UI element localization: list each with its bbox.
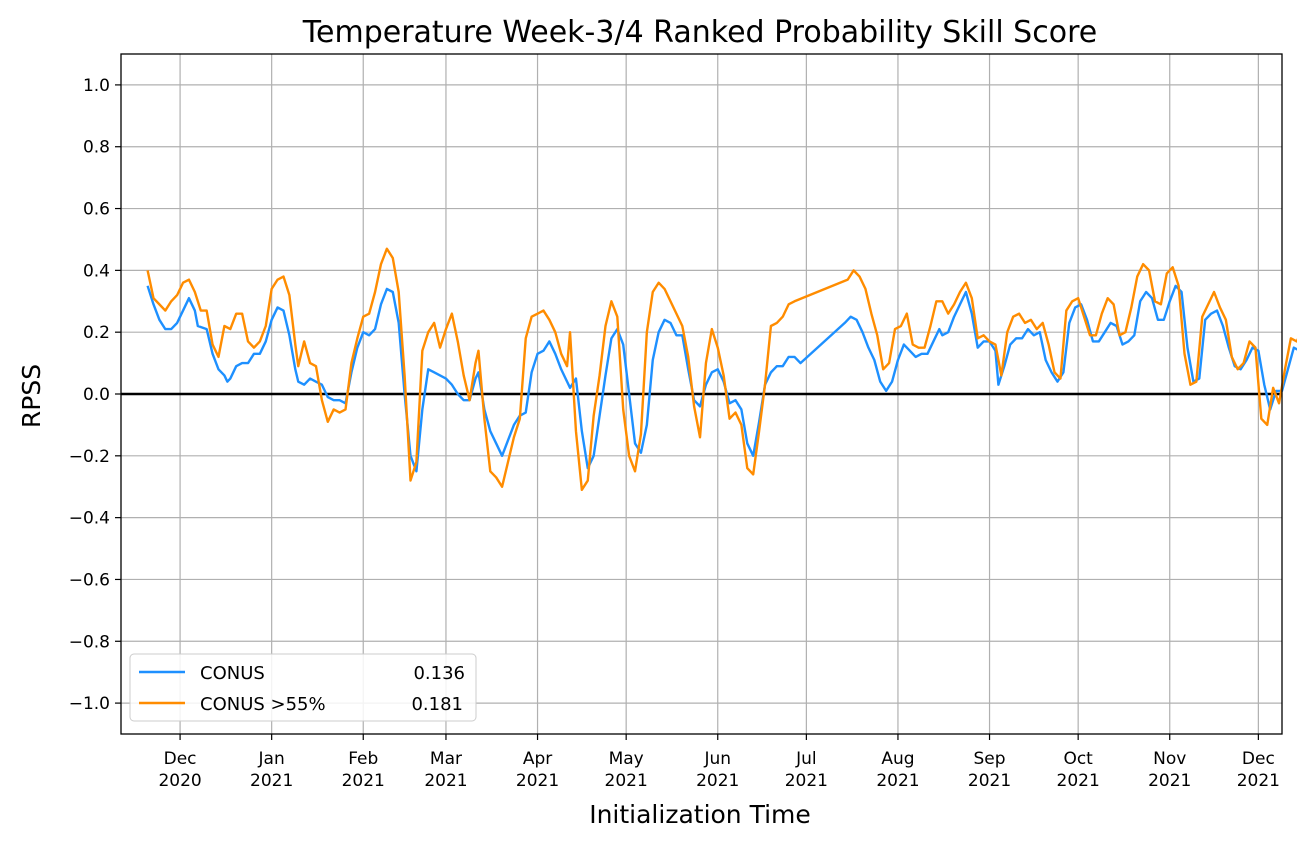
x-tick-year: 2021 (785, 771, 828, 791)
legend-value-conus: 0.136 (413, 663, 465, 684)
x-tick-year: 2021 (516, 771, 559, 791)
x-tick-year: 2021 (1237, 771, 1280, 791)
x-axis-ticks: Dec2020Jan2021Feb2021Mar2021Apr2021May20… (158, 734, 1280, 791)
x-tick-year: 2021 (696, 771, 739, 791)
x-tick-month: Mar (430, 749, 462, 769)
y-tick-label: 0.8 (83, 138, 110, 158)
x-tick-year: 2021 (342, 771, 385, 791)
legend-value-conus-55: 0.181 (411, 694, 463, 715)
x-tick-month: Jan (258, 749, 285, 769)
legend-box (129, 653, 477, 722)
y-tick-label: −0.2 (69, 447, 110, 467)
x-axis-label: Initialization Time (589, 800, 811, 829)
y-tick-label: 0.2 (83, 323, 110, 343)
series-lines (146, 247, 1297, 492)
y-tick-label: 1.0 (83, 76, 110, 96)
y-tick-label: −0.4 (69, 509, 110, 529)
x-tick-month: Jul (795, 749, 817, 769)
x-tick-year: 2021 (968, 771, 1011, 791)
y-tick-label: −0.8 (69, 632, 110, 652)
y-axis-label: RPSS (17, 364, 46, 428)
x-tick-month: Feb (348, 749, 378, 769)
x-tick-year: 2021 (876, 771, 919, 791)
x-tick-month: Dec (164, 749, 197, 769)
y-tick-label: −0.6 (69, 570, 110, 590)
legend: CONUS 0.136 CONUS >55% 0.181 (129, 653, 477, 722)
legend-label-conus: CONUS (200, 663, 265, 684)
y-tick-label: 0.4 (83, 261, 110, 281)
chart-title: Temperature Week-3/4 Ranked Probability … (302, 15, 1097, 50)
y-tick-label: 0.6 (83, 200, 110, 220)
x-tick-month: May (609, 749, 644, 769)
series-line-1 (146, 247, 1297, 492)
legend-label-conus-55: CONUS >55% (200, 694, 326, 715)
x-tick-year: 2021 (1148, 771, 1191, 791)
x-tick-month: Oct (1063, 749, 1093, 769)
x-tick-month: Nov (1153, 749, 1186, 769)
x-tick-year: 2021 (424, 771, 467, 791)
y-tick-label: 0.0 (83, 385, 110, 405)
x-tick-year: 2021 (1057, 771, 1100, 791)
x-tick-month: Jun (703, 749, 731, 769)
x-tick-month: Sep (974, 749, 1006, 769)
x-tick-month: Dec (1242, 749, 1275, 769)
y-tick-label: −1.0 (69, 694, 110, 714)
x-tick-year: 2021 (250, 771, 293, 791)
x-tick-year: 2020 (158, 771, 201, 791)
x-tick-month: Aug (881, 749, 914, 769)
x-tick-year: 2021 (605, 771, 648, 791)
x-tick-month: Apr (523, 749, 552, 769)
y-axis-ticks: 1.0 0.8 0.6 0.4 0.2 0.0 −0.2 −0.4 −0.6 −0.8 −1.0 (69, 76, 121, 714)
